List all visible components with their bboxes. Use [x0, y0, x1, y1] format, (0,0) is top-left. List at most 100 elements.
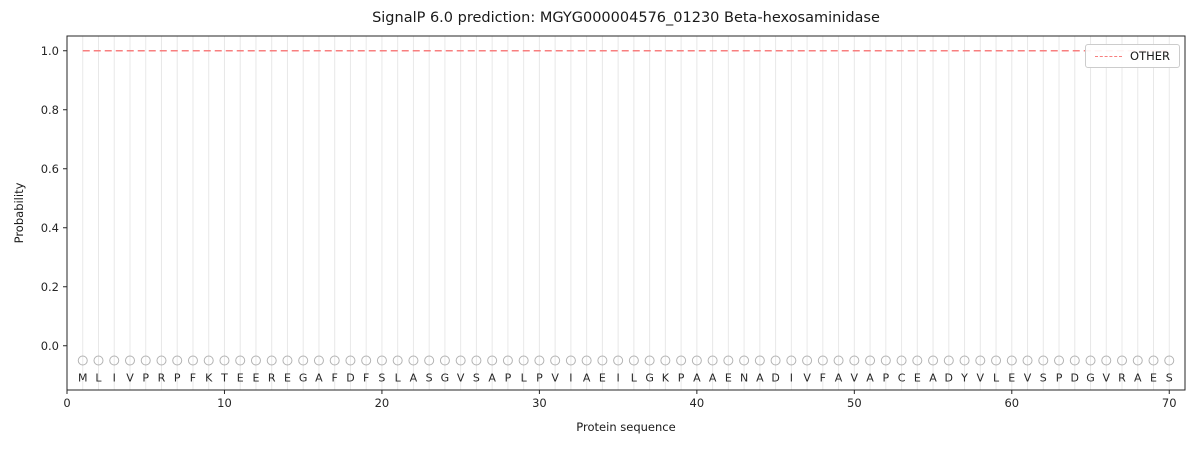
residue-letter: Y [960, 372, 968, 385]
residue-letter: P [678, 372, 685, 385]
legend: OTHER [1085, 44, 1180, 68]
residue-letter: A [410, 372, 418, 385]
residue-marker [1085, 355, 1096, 366]
residue-marker [392, 355, 403, 366]
residue-letter: G [441, 372, 450, 385]
residue-marker [329, 355, 340, 366]
residue-marker [487, 355, 498, 366]
residue-letter: A [315, 372, 323, 385]
residue-letter: D [771, 372, 779, 385]
residue-letter: A [488, 372, 496, 385]
residue-marker [345, 355, 356, 366]
residue-marker [660, 355, 671, 366]
plot-frame [66, 35, 1186, 391]
residue-marker [1132, 355, 1143, 366]
residue-letter: A [583, 372, 591, 385]
residue-letter: K [205, 372, 213, 385]
residue-marker [250, 355, 261, 366]
residue-letter: A [756, 372, 764, 385]
residue-marker [77, 355, 88, 366]
x-tick-label: 20 [375, 396, 390, 410]
residue-marker [140, 355, 151, 366]
chart-title: SignalP 6.0 prediction: MGYG000004576_01… [372, 10, 880, 26]
residue-marker [644, 355, 655, 366]
y-tick-label: 1.0 [41, 44, 59, 58]
residue-marker [739, 355, 750, 366]
residue-marker [1117, 355, 1128, 366]
residue-letter: C [898, 372, 906, 385]
residue-marker [833, 355, 844, 366]
residue-letter: E [914, 372, 921, 385]
residue-marker [1148, 355, 1159, 366]
x-tick-label: 10 [217, 396, 232, 410]
residue-marker [455, 355, 466, 366]
residue-letter: V [457, 372, 465, 385]
residue-marker [1164, 355, 1175, 366]
residue-marker [1069, 355, 1080, 366]
residue-letter: L [95, 372, 102, 385]
residue-letter: P [505, 372, 512, 385]
residue-letter: F [820, 372, 826, 385]
residue-marker [928, 355, 939, 366]
residue-letter: F [332, 372, 338, 385]
residue-marker [361, 355, 372, 366]
residue-marker [975, 355, 986, 366]
residue-letter: G [645, 372, 654, 385]
residue-letter: E [237, 372, 244, 385]
y-tick-label: 0.8 [41, 103, 59, 117]
x-tick-label: 0 [63, 396, 70, 410]
residue-letter: I [790, 372, 793, 385]
residue-letter: V [126, 372, 134, 385]
residue-letter: L [631, 372, 638, 385]
y-axis: 0.0 0.2 0.4 0.6 0.8 1.0 [41, 44, 67, 353]
residue-marker [943, 355, 954, 366]
x-tick-label: 40 [690, 396, 705, 410]
residue-letter: E [252, 372, 259, 385]
residue-marker [581, 355, 592, 366]
residue-letter: E [725, 372, 732, 385]
residue-letter: G [299, 372, 308, 385]
residue-marker [471, 355, 482, 366]
y-tick-label: 0.4 [41, 221, 59, 235]
residue-marker [597, 355, 608, 366]
residue-letter: E [1008, 372, 1015, 385]
residue-letter: F [190, 372, 196, 385]
residue-marker [1006, 355, 1017, 366]
residue-marker [219, 355, 230, 366]
residue-marker [313, 355, 324, 366]
residue-marker [754, 355, 765, 366]
residue-letter: V [1103, 372, 1111, 385]
residue-marker [770, 355, 781, 366]
residue-letter: L [395, 372, 402, 385]
residue-marker [802, 355, 813, 366]
y-tick-label: 0.0 [41, 339, 59, 353]
residue-marker [203, 355, 214, 366]
residue-letter: E [1150, 372, 1157, 385]
residue-letter: R [1118, 372, 1126, 385]
residue-letter: P [882, 372, 889, 385]
x-tick-label: 60 [1004, 396, 1019, 410]
residue-letter: A [709, 372, 717, 385]
residue-letter: G [1086, 372, 1095, 385]
residue-marker [707, 355, 718, 366]
residue-marker [534, 355, 545, 366]
residue-letter: R [268, 372, 276, 385]
residue-letter: P [536, 372, 543, 385]
x-tick-label: 70 [1162, 396, 1177, 410]
residue-marker [518, 355, 529, 366]
residue-marker [172, 355, 183, 366]
y-tick-label: 0.2 [41, 280, 59, 294]
residue-letter: T [220, 372, 228, 385]
residue-letter: F [363, 372, 369, 385]
residue-gridlines [82, 36, 1170, 390]
residue-letter: P [174, 372, 181, 385]
residue-marker [786, 355, 797, 366]
residue-marker [109, 355, 120, 366]
residue-marker [298, 355, 309, 366]
residue-marker [959, 355, 970, 366]
legend-dashed-line-sample [1095, 55, 1123, 57]
residue-letter: S [426, 372, 433, 385]
residue-letter: D [945, 372, 953, 385]
residue-marker [691, 355, 702, 366]
